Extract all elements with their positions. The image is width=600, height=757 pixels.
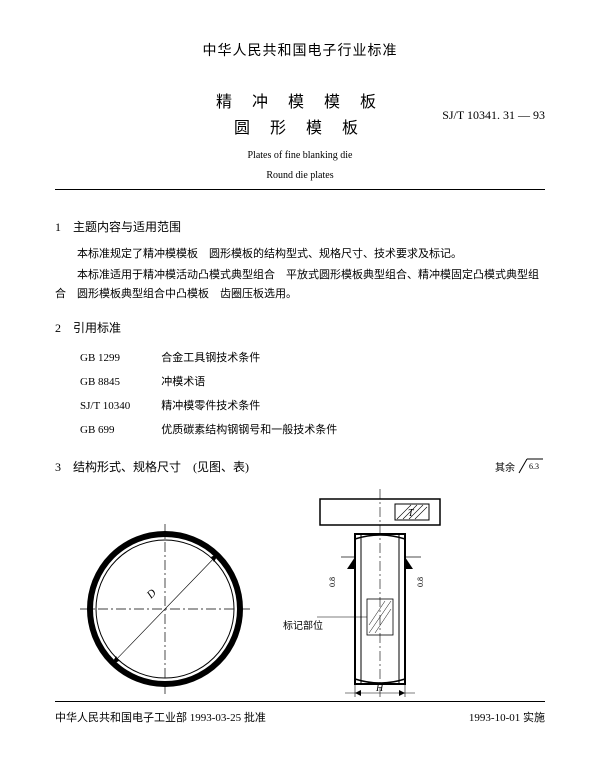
section-1-p1: 本标准规定了精冲模模板 圆形模板的结构型式、规格尺寸、技术要求及标记。	[55, 245, 545, 264]
yu-value: 6.3	[529, 462, 539, 471]
ref-name: 精冲模零件技术条件	[160, 396, 338, 418]
org-name: 中华人民共和国电子行业标准	[55, 40, 545, 60]
section-3-head-row: 3 结构形式、规格尺寸 (见图、表) 其余 6.3	[55, 457, 545, 475]
ref-code: SJ/T 10340	[79, 396, 158, 418]
section-2-head: 2 引用标准	[55, 319, 545, 336]
header-rule	[55, 189, 545, 190]
standard-code: SJ/T 10341. 31 — 93	[442, 108, 545, 123]
ref-code: GB 8845	[79, 372, 158, 394]
side-view: T 标记部位	[283, 489, 440, 697]
surface-finish-note: 其余 6.3	[495, 457, 545, 475]
ref-name: 合金工具钢技术条件	[160, 348, 338, 370]
front-view-circle: D	[80, 524, 250, 694]
section-1-head: 1 主题内容与适用范围	[55, 218, 545, 235]
finish-left-val: 0.8	[328, 577, 337, 587]
page-footer: 中华人民共和国电子工业部 1993-03-25 批准 1993-10-01 实施	[55, 709, 545, 725]
technical-diagram: D T	[55, 479, 545, 699]
table-row: SJ/T 10340精冲模零件技术条件	[79, 396, 338, 418]
title-en-1: Plates of fine blanking die	[55, 149, 545, 163]
ref-name: 优质碳素结构钢钢号和一般技术条件	[160, 420, 338, 442]
dim-t-label: T	[408, 508, 415, 519]
title-block: 精 冲 模 模 板 圆 形 模 板 SJ/T 10341. 31 — 93	[55, 90, 545, 141]
section-3-head: 3 结构形式、规格尺寸 (见图、表)	[55, 458, 249, 475]
section-1-p2: 本标准适用于精冲模活动凸模式典型组合 平放式圆形模板典型组合、精冲模固定凸模式典…	[55, 266, 545, 303]
table-row: GB 8845冲模术语	[79, 372, 338, 394]
ref-code: GB 1299	[79, 348, 158, 370]
surface-finish-icon: 6.3	[515, 457, 545, 475]
footer-right: 1993-10-01 实施	[469, 709, 545, 725]
dim-d-label: D	[144, 587, 159, 602]
dim-h-label: H	[375, 683, 384, 694]
references-table: GB 1299合金工具钢技术条件 GB 8845冲模术语 SJ/T 10340精…	[77, 346, 340, 443]
table-row: GB 1299合金工具钢技术条件	[79, 348, 338, 370]
yu-label: 其余	[495, 459, 515, 474]
surface-symbol-left: 0.8	[328, 557, 355, 587]
marking-label: 标记部位	[283, 619, 323, 632]
ref-code: GB 699	[79, 420, 158, 442]
ref-name: 冲模术语	[160, 372, 338, 394]
finish-right-val: 0.8	[416, 577, 425, 587]
surface-symbol-right: 0.8	[405, 557, 425, 587]
footer-left: 中华人民共和国电子工业部 1993-03-25 批准	[55, 709, 266, 725]
table-row: GB 699优质碳素结构钢钢号和一般技术条件	[79, 420, 338, 442]
title-en-2: Round die plates	[55, 169, 545, 183]
